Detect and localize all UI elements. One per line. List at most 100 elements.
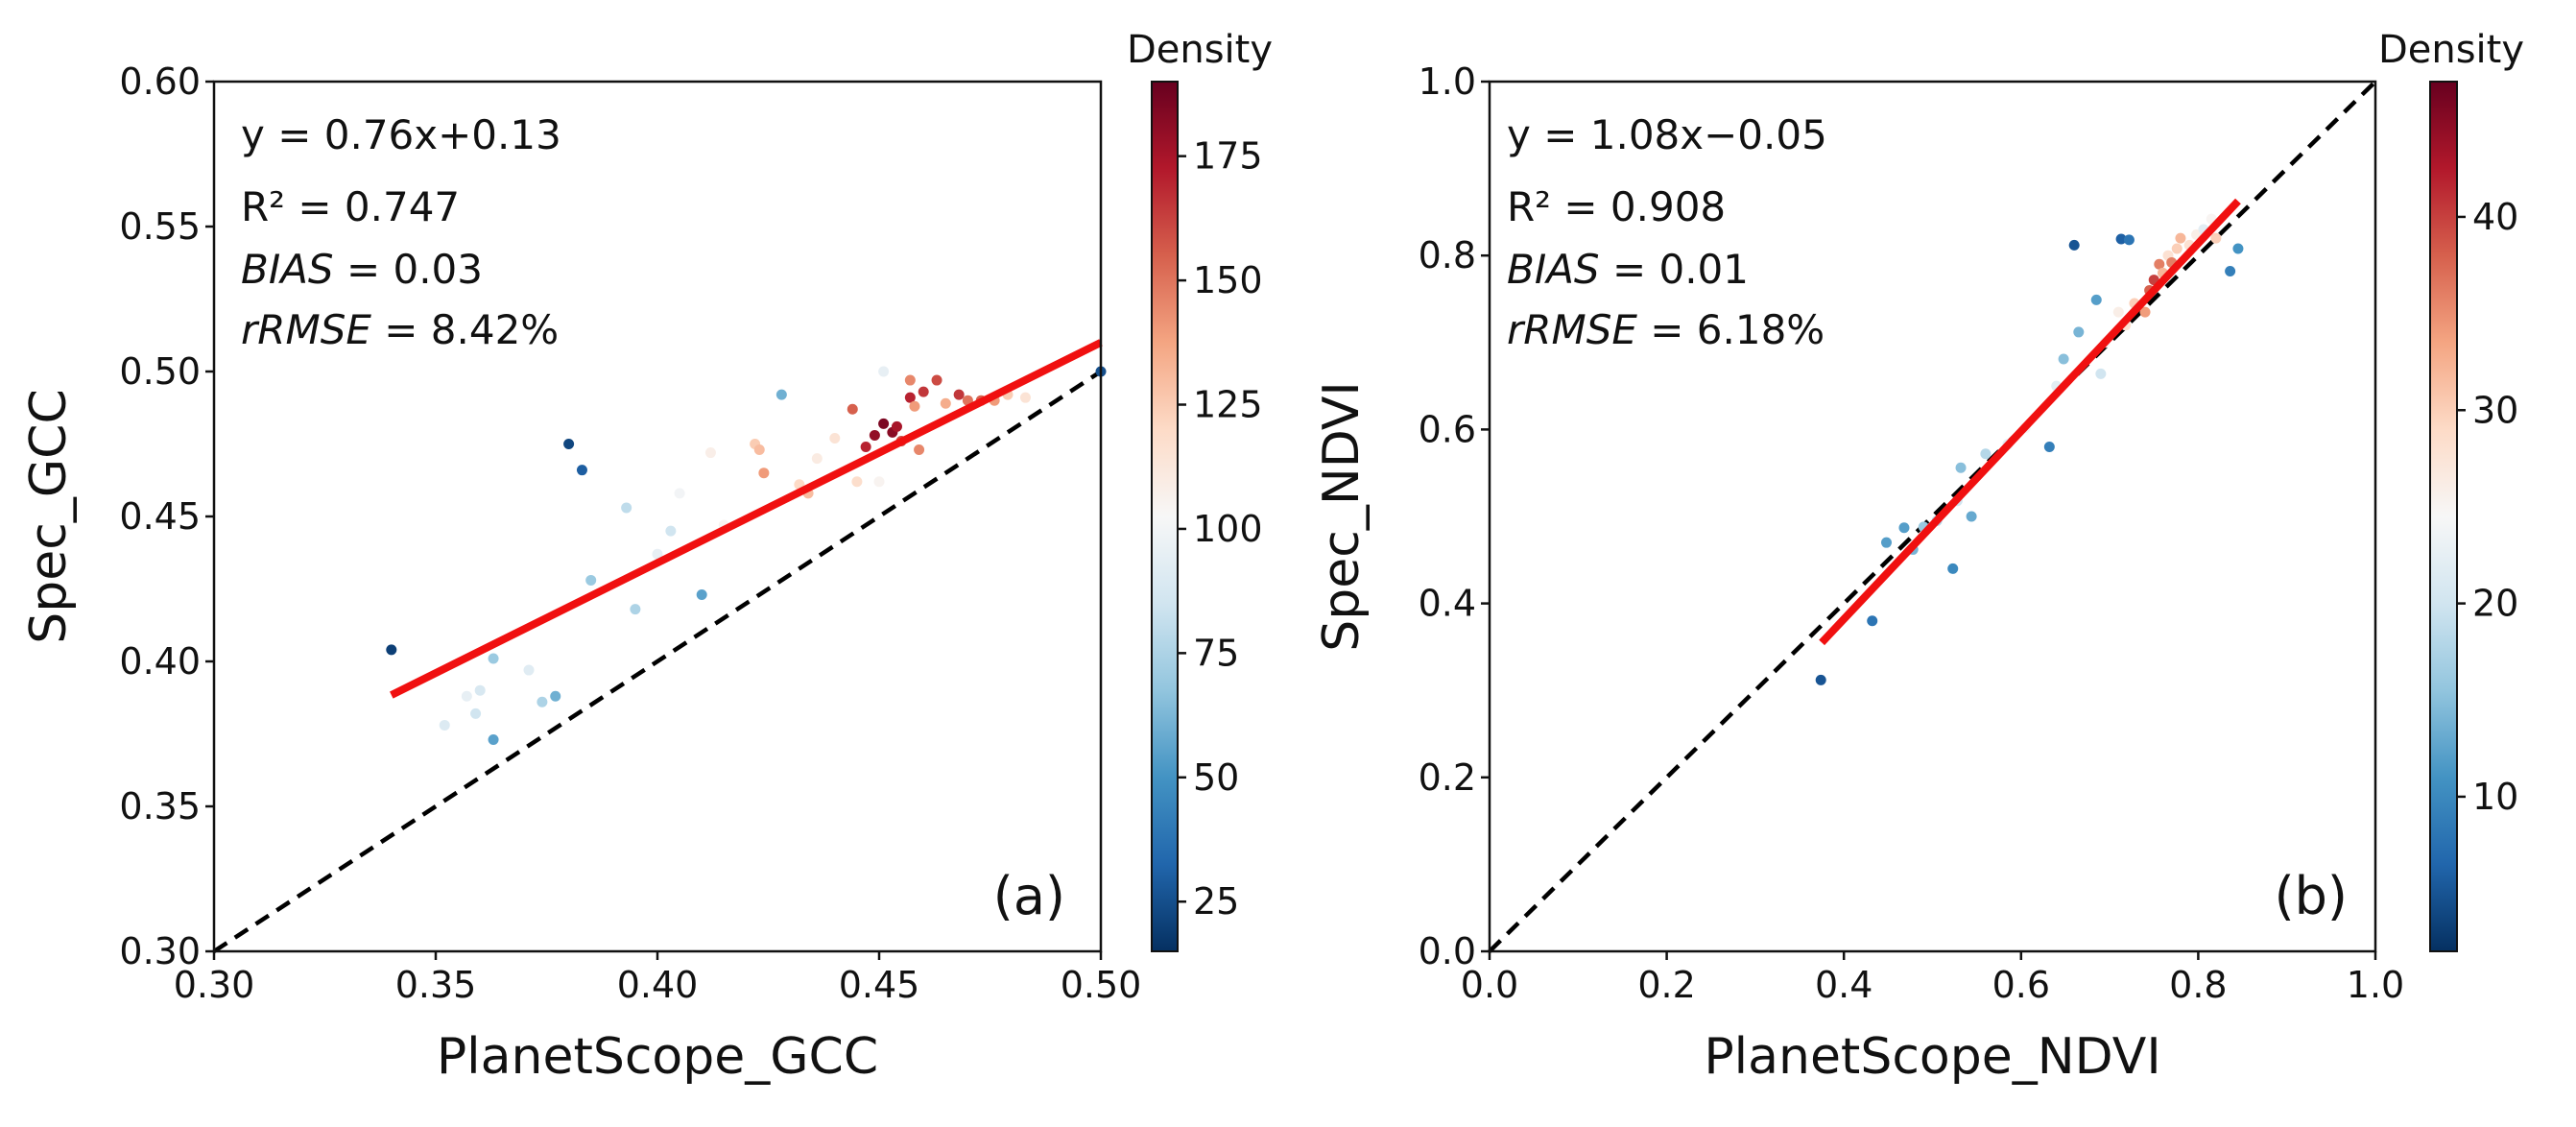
x-tick-label: 0.2	[1637, 964, 1695, 1006]
colorbar-tick-label: 30	[2472, 389, 2518, 431]
colorbar	[2429, 81, 2458, 952]
panel-label: (a)	[993, 866, 1065, 926]
data-point	[665, 525, 677, 537]
data-point	[2232, 243, 2244, 254]
identity-line	[212, 370, 1103, 953]
bias-label: BIAS	[241, 246, 334, 293]
data-point	[2175, 232, 2186, 244]
regression-line	[390, 339, 1103, 699]
r2-text: R² = 0.747	[241, 183, 460, 230]
data-point	[953, 389, 965, 400]
y-tick-label: 0.40	[119, 640, 201, 683]
panel-a: 0.30 0.35 0.40 0.45 0.50 0.30 0.35 0.40 0.45 0.50…	[20, 28, 1273, 1086]
data-point	[2043, 442, 2055, 453]
data-point	[585, 574, 597, 586]
y-tick-label: 0.2	[1419, 756, 1476, 799]
colorbar-tick-label: 20	[2472, 583, 2518, 625]
data-point	[931, 374, 942, 386]
plot-frame	[1488, 80, 2377, 953]
data-point	[2115, 233, 2127, 245]
data-point	[576, 465, 587, 476]
data-point	[563, 439, 575, 449]
rrmse-label: rRMSE	[241, 306, 371, 353]
colorbar-tick-label: 25	[1193, 880, 1239, 923]
data-point	[847, 403, 858, 415]
colorbar-tick-label: 125	[1193, 384, 1263, 426]
x-tick-label: 0.35	[395, 964, 477, 1006]
colorbar	[1151, 81, 1179, 952]
x-tick-label: 0.45	[839, 964, 920, 1006]
x-tick-label: 0.40	[617, 964, 699, 1006]
x-tick-label: 0.6	[1992, 964, 2050, 1006]
y-tick-label: 0.55	[119, 205, 201, 248]
panel-label: (b)	[2275, 866, 2348, 926]
data-point	[1867, 615, 1878, 627]
data-point	[878, 418, 890, 429]
data-point	[2210, 232, 2222, 244]
colorbar-tick-label: 150	[1193, 259, 1263, 301]
data-point	[2090, 294, 2102, 305]
data-point	[891, 420, 902, 432]
x-tick-label: 0.8	[2169, 964, 2227, 1006]
rrmse-text: rRMSE = 8.42%	[241, 306, 559, 353]
colorbar-tick-label: 175	[1193, 135, 1263, 178]
y-tick-label: 0.50	[119, 350, 201, 393]
equation-text: y = 0.76x+0.13	[241, 111, 561, 158]
data-point	[439, 719, 450, 731]
x-tick-label: 0.4	[1815, 964, 1872, 1006]
data-point	[914, 444, 925, 456]
data-point	[1881, 537, 1893, 548]
data-point	[873, 476, 885, 488]
y-tick-label: 0.35	[119, 785, 201, 827]
data-point	[775, 389, 787, 400]
colorbar-tick-label: 75	[1193, 632, 1239, 674]
data-point	[704, 447, 716, 459]
data-point	[2068, 239, 2080, 251]
data-point	[811, 453, 823, 465]
x-axis-title: PlanetScope_GCC	[437, 1028, 878, 1086]
colorbar-tick-label: 50	[1193, 756, 1239, 799]
data-point	[2095, 368, 2107, 379]
x-tick-label: 0.50	[1061, 964, 1142, 1006]
data-point	[860, 442, 871, 453]
bias-text: BIAS = 0.01	[1507, 246, 1749, 293]
data-point	[621, 502, 632, 514]
data-point	[758, 468, 770, 479]
rrmse-value: = 8.42%	[371, 306, 559, 353]
x-tick-label: 0.30	[174, 964, 255, 1006]
data-point	[869, 429, 880, 441]
equation-text: y = 1.08x−0.05	[1507, 111, 1827, 158]
data-point	[696, 589, 707, 601]
y-tick-label: 0.8	[1419, 234, 1476, 276]
data-point	[878, 366, 890, 377]
data-point	[2154, 258, 2165, 270]
data-point	[904, 374, 916, 386]
data-point	[537, 696, 548, 707]
data-point	[940, 397, 951, 409]
y-tick-label: 0.60	[119, 60, 201, 103]
data-point	[2058, 353, 2069, 365]
data-point	[2171, 243, 2182, 254]
bias-value: = 0.01	[1600, 246, 1749, 293]
rrmse-text: rRMSE = 6.18%	[1507, 306, 1825, 353]
data-point	[674, 488, 685, 499]
regression-line	[1819, 198, 2241, 646]
data-point	[1980, 448, 1992, 460]
data-point	[470, 707, 482, 719]
x-tick-label: 1.0	[2347, 964, 2404, 1006]
rrmse-value: = 6.18%	[1637, 306, 1825, 353]
r2-text: R² = 0.908	[1507, 183, 1726, 230]
identity-line	[1488, 80, 2377, 953]
bias-text: BIAS = 0.03	[241, 246, 483, 293]
data-point	[1955, 462, 1967, 473]
colorbar-tick-label: 10	[2472, 776, 2518, 818]
x-axis-title: PlanetScope_NDVI	[1704, 1028, 2160, 1086]
y-tick-label: 0.45	[119, 495, 201, 538]
data-point	[1019, 392, 1031, 403]
y-tick-label: 0.0	[1419, 930, 1476, 972]
data-point	[474, 684, 486, 696]
data-point	[1966, 511, 1977, 522]
data-point	[2225, 266, 2236, 277]
x-tick-label: 0.0	[1461, 964, 1518, 1006]
data-point	[753, 444, 765, 456]
